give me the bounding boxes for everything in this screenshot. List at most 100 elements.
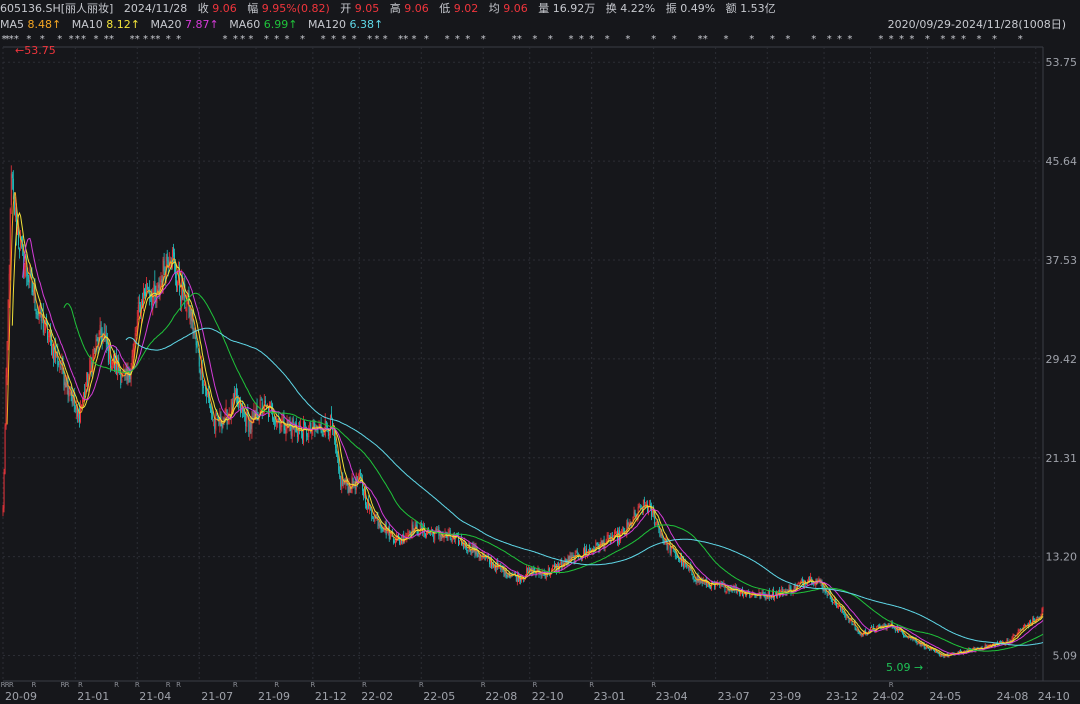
candle-body [379, 522, 381, 526]
candle-body [266, 405, 268, 408]
y-tick-label: 21.31 [1046, 452, 1078, 465]
candle-body [107, 342, 109, 363]
candle-body [595, 541, 597, 550]
ma20-line [22, 237, 1044, 655]
candle-body [312, 421, 314, 429]
candle-body [32, 290, 34, 296]
candle-body [394, 541, 395, 542]
candle-body [544, 574, 546, 579]
candle-body [31, 275, 33, 293]
candle-body [270, 405, 271, 406]
candle-body [341, 476, 343, 489]
event-marker-star: * [785, 34, 790, 45]
candle-body [9, 208, 11, 275]
candle-body [906, 636, 908, 638]
candle-body [190, 307, 192, 321]
candle-body [234, 389, 236, 395]
candle-body [794, 585, 796, 591]
candle-body [33, 287, 35, 295]
event-marker-star: * [104, 34, 109, 45]
candle-body [222, 422, 224, 428]
candle-body [112, 362, 113, 365]
candle-body [290, 425, 292, 435]
event-marker-star: * [321, 34, 326, 45]
candle-body [197, 349, 199, 352]
candle-body [4, 425, 6, 474]
candle-body [161, 278, 163, 287]
candle-body [518, 576, 520, 582]
candle-body [52, 344, 54, 358]
event-marker-star: * [481, 34, 486, 45]
candle-body [297, 427, 299, 440]
candle-body [652, 510, 654, 515]
candle-body [83, 392, 85, 402]
event-marker-star: * [300, 34, 305, 45]
candle-body [568, 555, 570, 563]
candle-body [837, 606, 838, 608]
candle-body [129, 375, 131, 380]
candle-body [467, 550, 469, 551]
candle-body [554, 564, 555, 568]
candle-body [828, 591, 830, 593]
candle-body [1020, 628, 1022, 630]
date-range-label[interactable]: 2020/09/29-2024/11/28(1008日) [887, 18, 1066, 31]
candle-body [904, 636, 906, 637]
candle-body [768, 590, 770, 599]
candle-body [634, 509, 636, 515]
candle-body [189, 306, 191, 316]
candle-body [500, 564, 502, 570]
candle-body [28, 279, 30, 283]
candle-body [170, 264, 172, 266]
candle-body [736, 589, 738, 594]
candle-body [91, 361, 93, 374]
candle-body [359, 469, 361, 479]
event-marker-r: R [135, 681, 140, 689]
candle-body [455, 534, 457, 536]
candle-body [642, 499, 644, 513]
candle-body [110, 346, 111, 369]
candle-body [843, 611, 845, 613]
candle-body [95, 339, 97, 353]
candle-body [54, 346, 56, 363]
candle-body [774, 595, 775, 599]
x-tick-label: 22-02 [361, 690, 393, 703]
candle-body [200, 363, 202, 374]
candle-body [638, 505, 640, 508]
candle-body [5, 375, 7, 427]
candle-body [860, 633, 862, 636]
event-marker-r: R [5, 681, 10, 689]
candle-body [35, 310, 37, 315]
event-marker-star: * [40, 34, 45, 45]
candle-body [925, 645, 927, 650]
candle-body [799, 581, 801, 583]
candle-body [589, 547, 591, 550]
candle-body [840, 605, 842, 610]
event-marker-star: * [166, 34, 171, 45]
candle-body [30, 270, 32, 275]
candle-body [156, 288, 158, 304]
candle-body [81, 404, 82, 410]
candle-body [117, 361, 119, 376]
candle-body [333, 429, 334, 430]
candle-body [57, 352, 59, 366]
candle-body [69, 393, 71, 395]
candle-body [152, 294, 154, 309]
candle-body [873, 626, 875, 631]
candle-body [607, 535, 609, 537]
candle-body [870, 627, 872, 632]
candle-body [561, 561, 563, 569]
candle-body [588, 549, 590, 553]
candle-body [545, 574, 547, 579]
change-value: 9.95%(0.82) [261, 2, 330, 15]
y-tick-label: 45.64 [1046, 155, 1078, 168]
candle-body [533, 567, 535, 573]
candle-body [683, 557, 685, 567]
candle-body [198, 353, 200, 367]
candle-body [221, 423, 223, 431]
candle-body [877, 625, 879, 628]
candle-body [354, 482, 356, 490]
candle-body [709, 585, 710, 588]
candle-body [232, 394, 234, 412]
candle-body [65, 383, 67, 388]
